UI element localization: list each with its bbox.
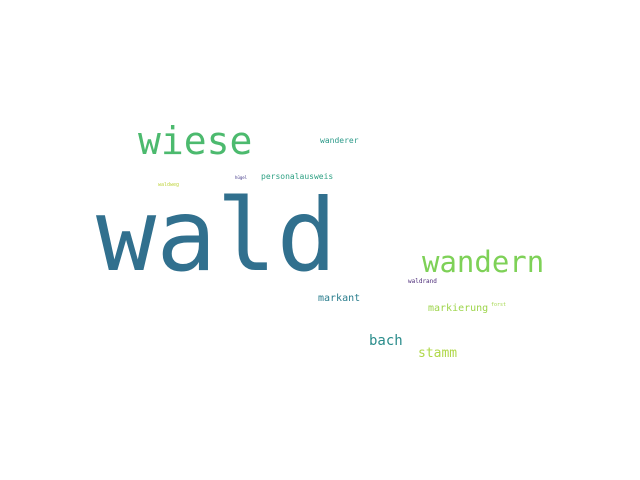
word-waldrand: waldrand <box>408 278 437 285</box>
word-markant: markant <box>318 293 361 304</box>
word-waldweg: waldweg <box>158 182 180 188</box>
word-forst: forst <box>491 302 507 308</box>
word-wandern: wandern <box>422 245 545 279</box>
word-wald: wald <box>96 177 337 294</box>
word-wanderer: wanderer <box>320 136 359 145</box>
word-stamm: stamm <box>418 346 458 361</box>
word-bach: bach <box>369 333 403 349</box>
word-markierung: markierung <box>428 303 489 314</box>
word-personalausweis: personalausweis <box>261 172 334 181</box>
word-huegel: hügel <box>235 175 248 180</box>
word-wiese: wiese <box>138 119 253 163</box>
